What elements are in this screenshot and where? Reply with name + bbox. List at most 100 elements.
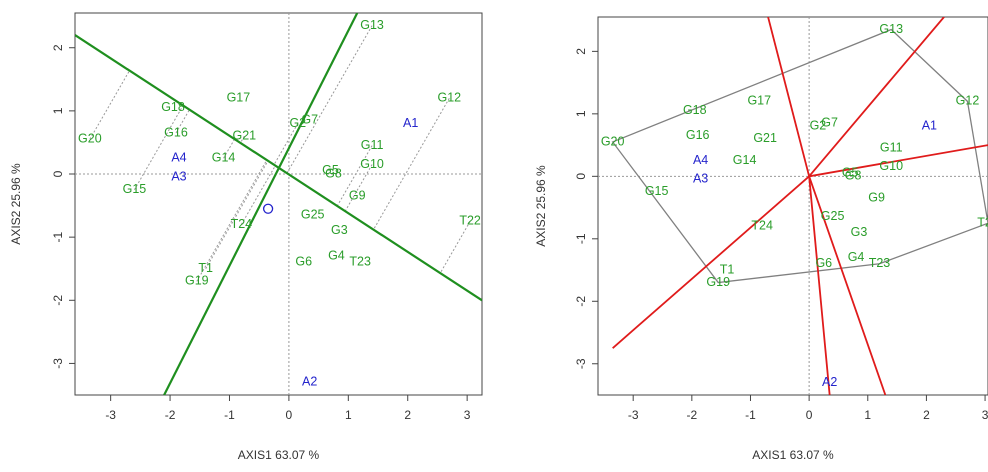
x-tick-label: -3	[105, 408, 116, 422]
environment-label: A4	[693, 153, 708, 167]
x-tick-label: -1	[224, 408, 235, 422]
genotype-label: G8	[325, 166, 342, 180]
genotype-label: G9	[868, 190, 885, 204]
y-tick-label: -1	[51, 231, 65, 242]
x-tick-label: -2	[686, 408, 697, 422]
genotype-label: G18	[161, 100, 185, 114]
sector-ray	[808, 144, 988, 178]
y-tick-label: -3	[574, 358, 588, 369]
genotype-label: G11	[880, 141, 903, 155]
right-biplot-panel: -3 -2 -1 0 1 2 3 -3 -2 -1 0 1 2 AXIS1 63.07 % AXIS2 25…	[534, 16, 988, 462]
genotype-label: G17	[227, 91, 251, 105]
y-tick-label: 0	[574, 173, 588, 180]
x-tick-label: 1	[345, 408, 352, 422]
genotype-label: T1	[198, 261, 213, 275]
projection-line	[344, 164, 373, 212]
genotype-label: G19	[706, 275, 730, 289]
genotype-label: G3	[331, 223, 348, 237]
genotype-label: G4	[848, 250, 865, 264]
genotype-label: T1	[720, 262, 735, 276]
environment-label: A4	[171, 151, 186, 165]
genotype-label: G12	[438, 91, 462, 105]
genotype-label: G19	[185, 274, 209, 288]
x-tick-label: 3	[982, 408, 988, 422]
plot-area	[75, 13, 482, 395]
sector-ray	[808, 17, 945, 177]
genotype-label: G21	[753, 131, 777, 145]
sector-ray	[612, 175, 810, 349]
genotype-label: G7	[301, 113, 318, 127]
y-tick-label: 1	[574, 110, 588, 117]
x-tick-label: 2	[404, 408, 411, 422]
genotype-label: T23	[869, 256, 891, 270]
projection-line	[205, 160, 269, 269]
projection-line	[373, 97, 450, 230]
average-environment-marker	[262, 203, 274, 214]
genotype-label: G10	[360, 157, 384, 171]
atc-ordinate-line	[163, 13, 359, 395]
genotype-label: T22	[977, 215, 988, 229]
sector-ray	[808, 176, 887, 395]
genotype-label: G16	[164, 125, 188, 139]
x-tick-label: 1	[864, 408, 871, 422]
genotype-label: T24	[231, 217, 253, 231]
genotype-label: G13	[879, 22, 903, 36]
genotype-label: G14	[212, 151, 236, 165]
x-tick-label: 0	[806, 408, 813, 422]
environment-label: A3	[171, 169, 186, 183]
genotype-label: G8	[845, 169, 862, 183]
projection-line	[133, 104, 184, 191]
genotype-label: G20	[601, 134, 625, 148]
genotype-label: T23	[349, 255, 371, 269]
plot-frame	[74, 12, 483, 396]
x-axis-label: AXIS1 63.07 %	[752, 448, 834, 462]
projection-line	[286, 25, 373, 174]
genotype-label: G6	[815, 256, 832, 270]
environment-label: A1	[403, 116, 418, 130]
y-tick-label: -1	[574, 233, 588, 244]
y-tick-label: -2	[51, 295, 65, 306]
y-tick-label: -2	[574, 296, 588, 307]
projection-line	[240, 135, 245, 143]
genotype-label: G17	[747, 94, 771, 108]
genotype-label: G15	[123, 182, 147, 196]
plot-area	[598, 17, 988, 395]
genotype-label: G15	[645, 184, 669, 198]
convex-hull-polygon	[611, 28, 988, 284]
genotype-label: G16	[686, 128, 710, 142]
x-axis-label: AXIS1 63.07 %	[238, 448, 320, 462]
x-tick-label: 0	[286, 408, 293, 422]
projection-line	[440, 221, 471, 274]
genotype-label: G10	[879, 159, 903, 173]
projection-line	[175, 109, 191, 134]
genotype-label: G25	[301, 207, 325, 221]
genotype-label: G13	[360, 18, 384, 32]
genotype-label: G9	[349, 188, 366, 202]
x-tick-label: 3	[464, 408, 471, 422]
sector-ray	[767, 17, 810, 177]
genotype-label: G18	[683, 103, 707, 117]
genotype-label: T24	[751, 219, 773, 233]
environment-label: A2	[302, 375, 317, 389]
genotype-label: G14	[733, 153, 757, 167]
y-axis-label: AXIS2 25.96 %	[534, 165, 548, 247]
genotype-label: G2	[289, 116, 306, 130]
genotype-label: G3	[851, 225, 868, 239]
genotype-label: G20	[78, 132, 102, 146]
projection-line	[196, 159, 268, 282]
left-biplot-panel: -3 -2 -1 0 1 2 3 -3 -2 -1 0 1 2 AXIS1 63.07 % AXIS2 25…	[9, 12, 483, 462]
y-tick-label: 1	[51, 107, 65, 114]
plot-frame	[597, 16, 988, 396]
x-tick-label: -1	[745, 408, 756, 422]
genotype-label: T22	[459, 214, 481, 228]
projection-line	[240, 165, 276, 225]
genotype-label: G5	[842, 165, 859, 179]
y-tick-label: 2	[574, 48, 588, 55]
genotype-label: G4	[328, 248, 345, 262]
genotype-label: G12	[956, 94, 980, 108]
y-tick-label: -3	[51, 358, 65, 369]
y-tick-label: 0	[51, 170, 65, 177]
x-tick-label: 2	[923, 408, 930, 422]
